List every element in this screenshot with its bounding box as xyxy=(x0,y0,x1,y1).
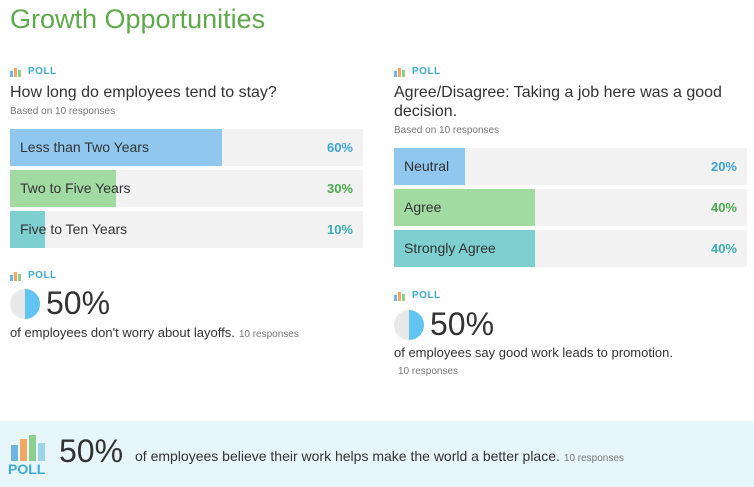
stat2-summary: 50% xyxy=(393,306,494,343)
poll-tag-3: POLL xyxy=(394,66,441,77)
poll1-option-pct: 10% xyxy=(326,222,353,237)
stat1-summary: 50% xyxy=(9,285,110,322)
highlight-banner: POLL 50% of employees believe their work… xyxy=(0,421,754,487)
poll1-bar-fill xyxy=(10,129,222,166)
poll-icon xyxy=(394,291,405,301)
poll2-option-pct: 40% xyxy=(710,200,737,215)
half-pie-icon xyxy=(10,288,40,319)
banner-poll-label: POLL xyxy=(8,461,46,477)
poll2-option-label: Strongly Agree xyxy=(404,240,496,256)
poll1-option-row[interactable]: Five to Ten Years 10% xyxy=(10,211,363,248)
poll2-question-line1: Agree/Disagree: Taking a job here was a … xyxy=(394,84,722,101)
poll-icon xyxy=(10,67,21,77)
poll-label: POLL xyxy=(28,270,57,281)
poll-icon xyxy=(10,271,21,281)
poll-chart-icon xyxy=(11,435,45,461)
poll-label: POLL xyxy=(412,66,441,77)
banner-text: of employees believe their work helps ma… xyxy=(135,448,560,464)
poll1-bar-fill xyxy=(10,170,116,207)
poll-tag-2: POLL xyxy=(10,270,57,281)
stat2-percent: 50% xyxy=(430,306,495,342)
stat1-percent: 50% xyxy=(46,285,111,321)
poll1-based-on: Based on 10 responses xyxy=(10,106,116,117)
poll2-option-label: Agree xyxy=(404,199,442,215)
stat2-text: of employees say good work leads to prom… xyxy=(394,345,673,360)
page-title: Growth Opportunities xyxy=(10,4,266,34)
poll2-option-pct: 40% xyxy=(710,241,737,256)
poll1-option-pct: 30% xyxy=(326,181,353,196)
half-pie-icon xyxy=(394,309,424,340)
poll1-option-label: Less than Two Years xyxy=(20,139,149,155)
poll-icon xyxy=(394,67,405,77)
poll1-option-label: Two to Five Years xyxy=(20,180,131,196)
poll-tag-4: POLL xyxy=(394,290,441,301)
poll1-option-pct: 60% xyxy=(326,140,353,155)
poll2-option-row[interactable]: Agree 40% xyxy=(394,189,747,226)
poll-tag-1: POLL xyxy=(10,66,57,77)
poll2-option-row[interactable]: Strongly Agree 40% xyxy=(394,230,747,267)
poll-label: POLL xyxy=(412,290,441,301)
stat1-text: of employees don't worry about layoffs. xyxy=(10,325,235,340)
poll1-bar-fill xyxy=(10,211,46,248)
stat1-text-line: of employees don't worry about layoffs. 1… xyxy=(10,325,299,340)
poll-label: POLL xyxy=(28,66,57,77)
poll1-option-row[interactable]: Less than Two Years 60% xyxy=(10,129,363,166)
poll1-option-row[interactable]: Two to Five Years 30% xyxy=(10,170,363,207)
stat2-responses: 10 responses xyxy=(398,366,459,377)
poll2-option-label: Neutral xyxy=(404,158,450,174)
poll2-option-pct: 20% xyxy=(710,159,737,174)
poll1-question: How long do employees tend to stay? xyxy=(10,84,277,101)
poll2-question-line2: decision. xyxy=(394,103,458,120)
banner-percent: 50% xyxy=(59,433,124,469)
poll2-bar-fill xyxy=(394,230,536,267)
poll2-based-on: Based on 10 responses xyxy=(394,125,500,136)
poll2-bar-fill xyxy=(394,189,536,226)
stat1-responses: 10 responses xyxy=(238,329,299,340)
banner-responses: 10 responses xyxy=(563,453,624,464)
banner-text-line: of employees believe their work helps ma… xyxy=(135,448,624,464)
poll1-option-label: Five to Ten Years xyxy=(20,221,128,237)
poll2-bar-fill xyxy=(394,148,465,185)
poll2-option-row[interactable]: Neutral 20% xyxy=(394,148,747,185)
